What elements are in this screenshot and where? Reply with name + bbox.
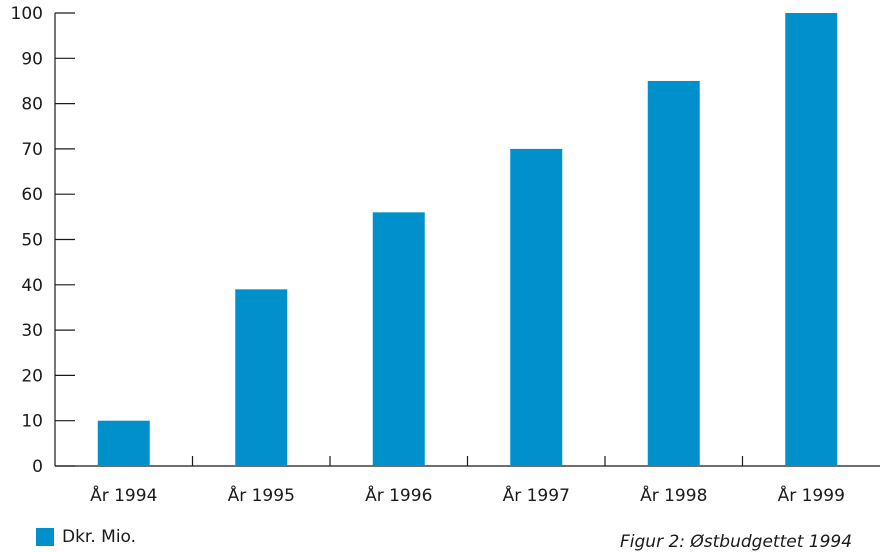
y-tick-label: 30 — [21, 321, 43, 341]
y-tick-label: 50 — [21, 231, 43, 251]
x-axis: År 1994 År 1995 År 1996 År 1997 År 1998 År 19… — [55, 456, 880, 506]
legend-swatch — [36, 528, 54, 546]
bar — [510, 148, 563, 466]
bar — [647, 80, 700, 466]
figure-caption: Figur 2: Østbudgettet 1994 — [620, 532, 853, 552]
bar — [785, 13, 838, 466]
legend: Dkr. Mio. — [36, 527, 136, 547]
legend-label: Dkr. Mio. — [62, 527, 137, 547]
x-tick-label: År 1999 — [778, 484, 845, 506]
y-axis: 0 10 20 30 40 50 60 70 80 90 100 — [11, 4, 75, 477]
y-tick-label: 80 — [21, 95, 43, 115]
y-tick-label: 100 — [11, 4, 43, 24]
y-tick-label: 70 — [21, 140, 43, 160]
y-tick-label: 90 — [21, 49, 43, 69]
y-tick-label: 20 — [21, 366, 43, 386]
x-tick-label: År 1995 — [228, 484, 295, 506]
bar — [235, 289, 288, 466]
y-tick-label: 40 — [21, 276, 43, 296]
x-tick-label: År 1994 — [90, 484, 157, 506]
x-tick-label: År 1998 — [640, 484, 707, 506]
bar — [372, 212, 425, 466]
y-tick-label: 0 — [32, 457, 43, 477]
y-tick-label: 60 — [21, 185, 43, 205]
bars — [97, 13, 838, 466]
x-tick-label: År 1996 — [365, 484, 432, 506]
x-tick-label: År 1997 — [503, 484, 570, 506]
y-tick-label: 10 — [21, 412, 43, 432]
bar — [97, 420, 150, 466]
